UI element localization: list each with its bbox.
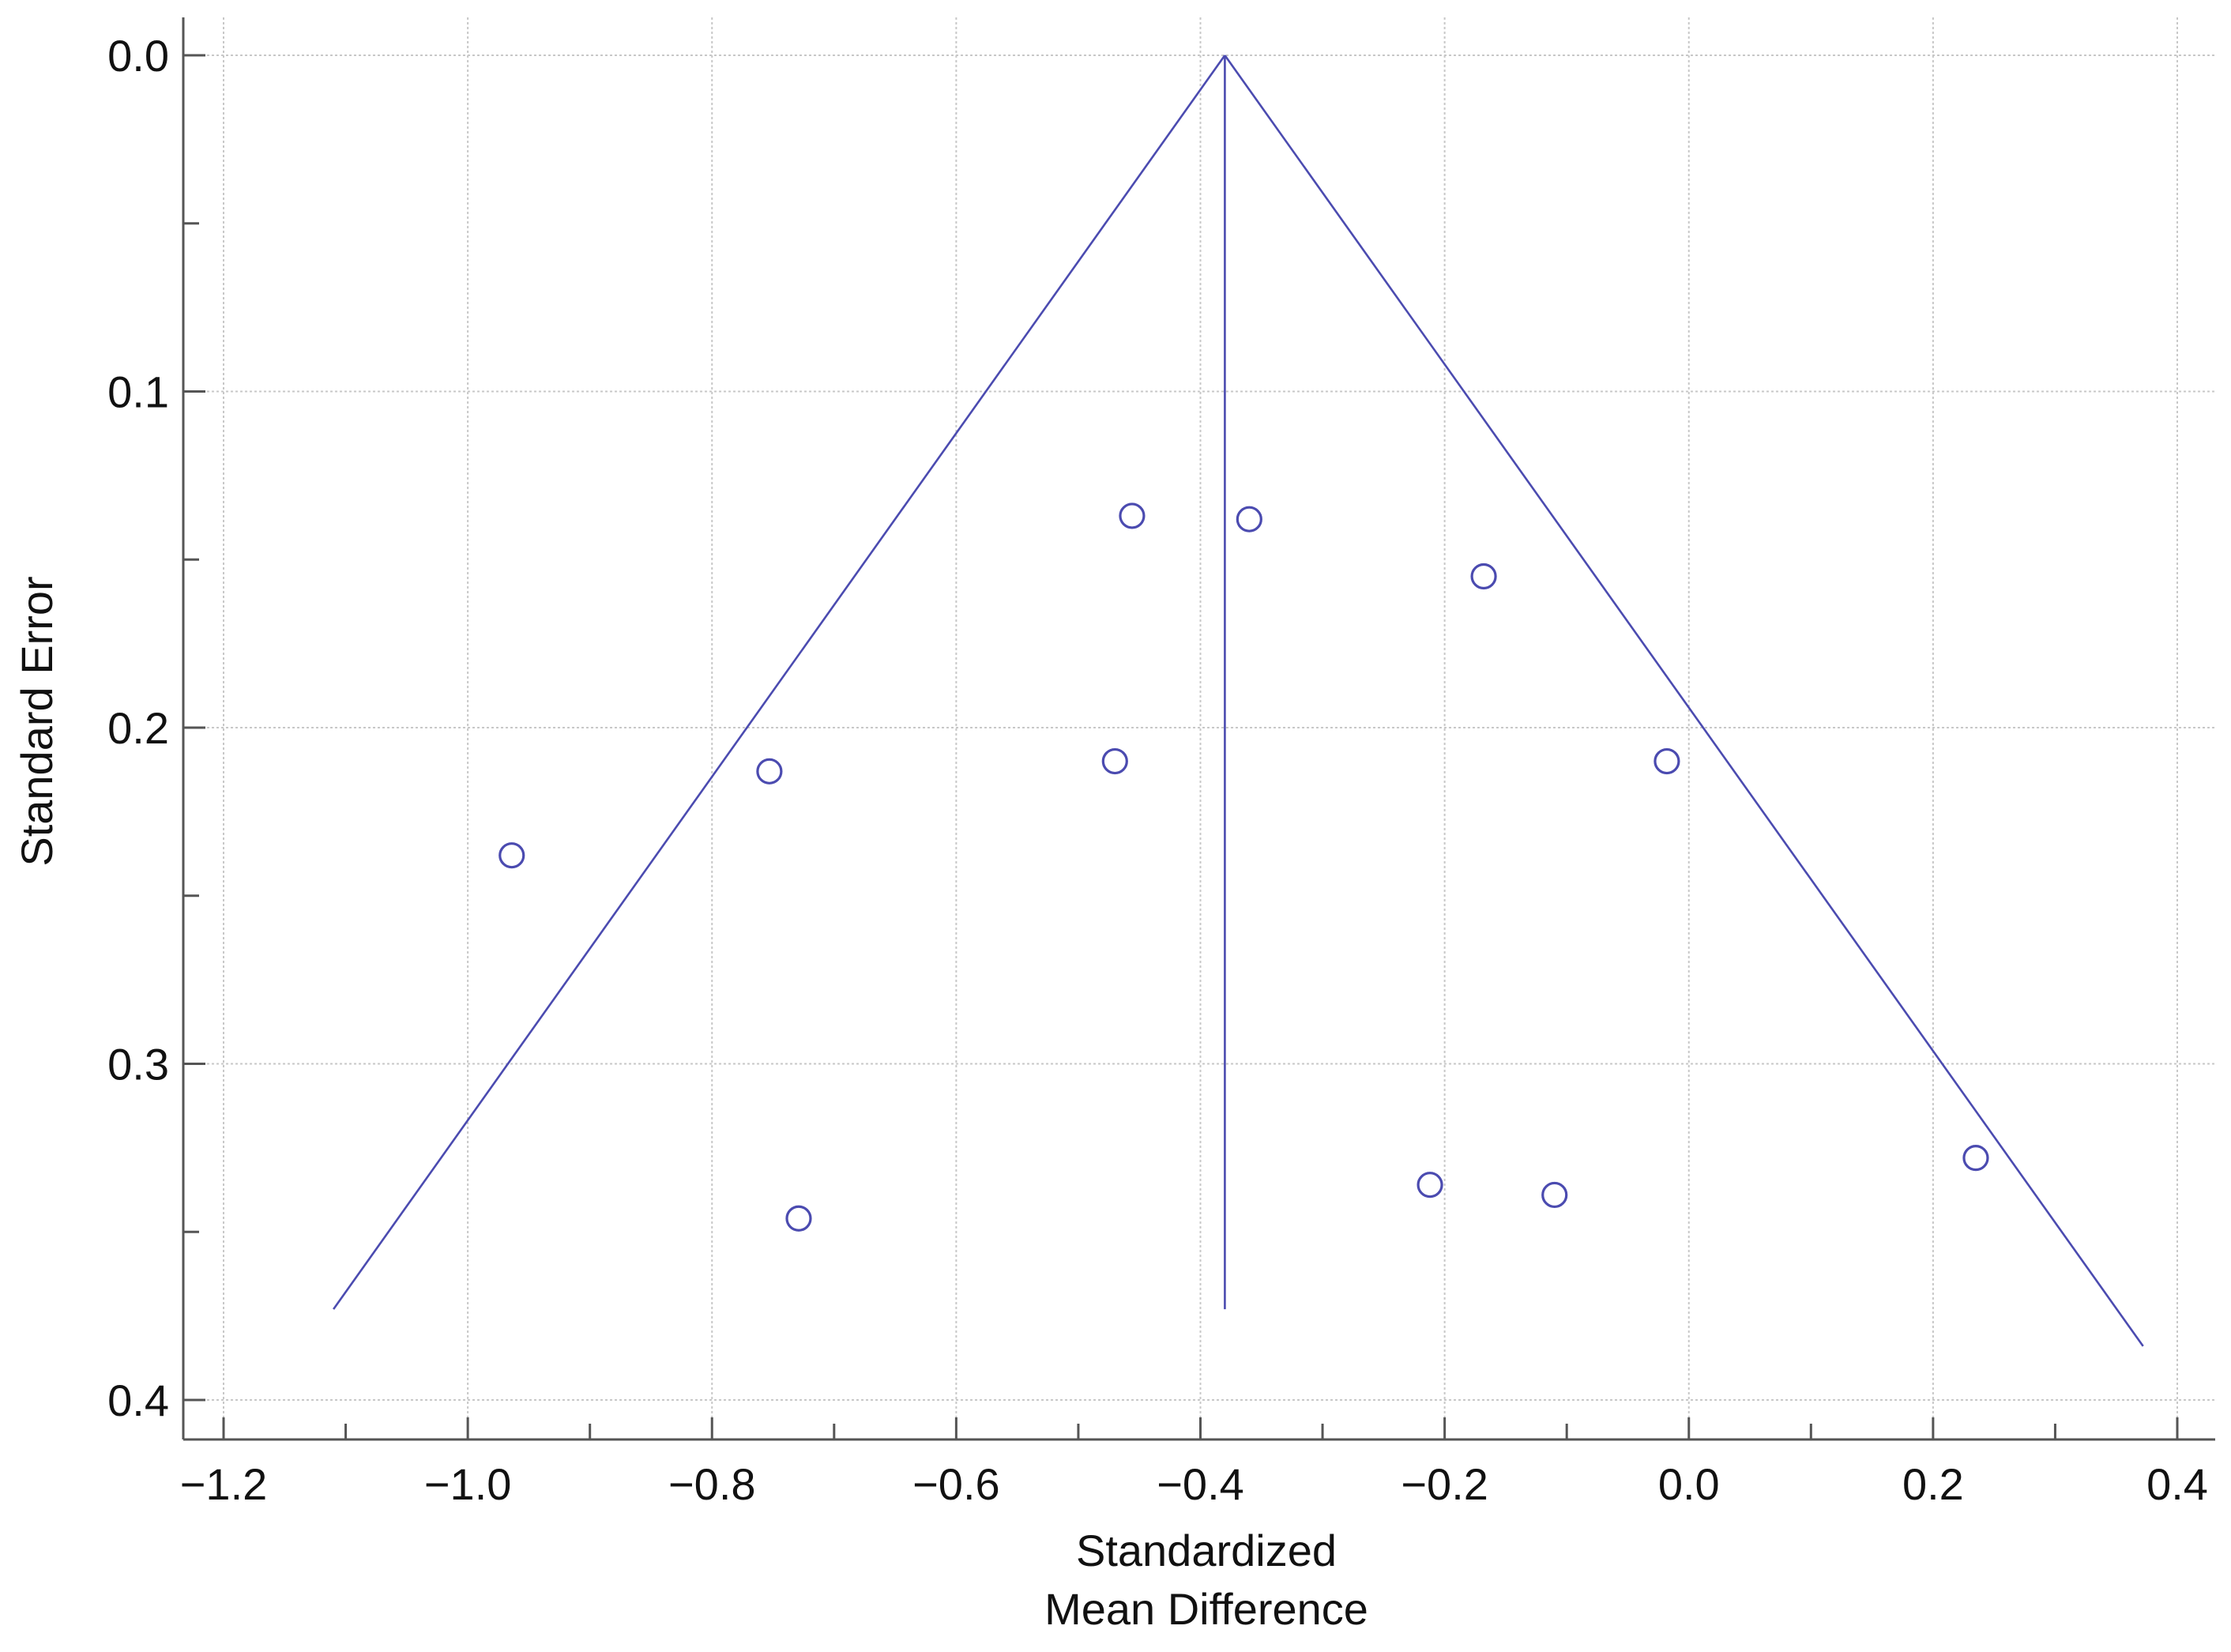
x-tick-label: 0.4 bbox=[2146, 1459, 2208, 1509]
x-axis-title-line-1: Standardized bbox=[1076, 1526, 1337, 1575]
x-tick-label: −0.4 bbox=[1157, 1459, 1244, 1509]
x-tick-label: 0.2 bbox=[1902, 1459, 1964, 1509]
axes-layer: −1.2 −1.0 −0.8 −0.6 −0.4 −0.2 0.0 0.2 0.4 0.0 0.1 0… bbox=[107, 17, 2215, 1509]
x-tick-label: 0.0 bbox=[1658, 1459, 1720, 1509]
y-tick-label: 0.4 bbox=[107, 1375, 169, 1425]
study-point bbox=[785, 1205, 812, 1232]
grid-layer bbox=[183, 17, 2215, 1439]
x-tick-label: −0.6 bbox=[912, 1459, 1000, 1509]
study-point bbox=[1101, 747, 1128, 775]
study-point bbox=[756, 758, 783, 785]
x-tick-label: −1.2 bbox=[180, 1459, 268, 1509]
x-axis-title-line-2: Mean Difference bbox=[1044, 1584, 1368, 1634]
y-tick-label: 0.1 bbox=[107, 367, 169, 417]
funnel-layer bbox=[333, 55, 2144, 1347]
x-tick-label: −0.2 bbox=[1401, 1459, 1488, 1509]
study-point bbox=[1236, 506, 1262, 532]
study-point bbox=[1470, 563, 1497, 590]
study-point bbox=[498, 842, 525, 869]
study-point bbox=[1119, 502, 1146, 529]
funnel-right-line bbox=[1224, 55, 2144, 1347]
x-tick-label: −0.8 bbox=[668, 1459, 756, 1509]
study-point bbox=[1541, 1181, 1568, 1209]
study-point bbox=[1653, 747, 1680, 775]
study-point bbox=[1962, 1145, 1989, 1172]
y-axis-title: Standard Error bbox=[12, 576, 62, 866]
y-tick-label: 0.0 bbox=[107, 31, 169, 81]
funnel-left-line bbox=[333, 55, 1226, 1310]
y-tick-label: 0.3 bbox=[107, 1040, 169, 1089]
x-tick-label: −1.0 bbox=[424, 1459, 512, 1509]
study-point bbox=[1416, 1172, 1443, 1199]
points-layer bbox=[498, 502, 1989, 1232]
y-tick-label: 0.2 bbox=[107, 703, 169, 753]
